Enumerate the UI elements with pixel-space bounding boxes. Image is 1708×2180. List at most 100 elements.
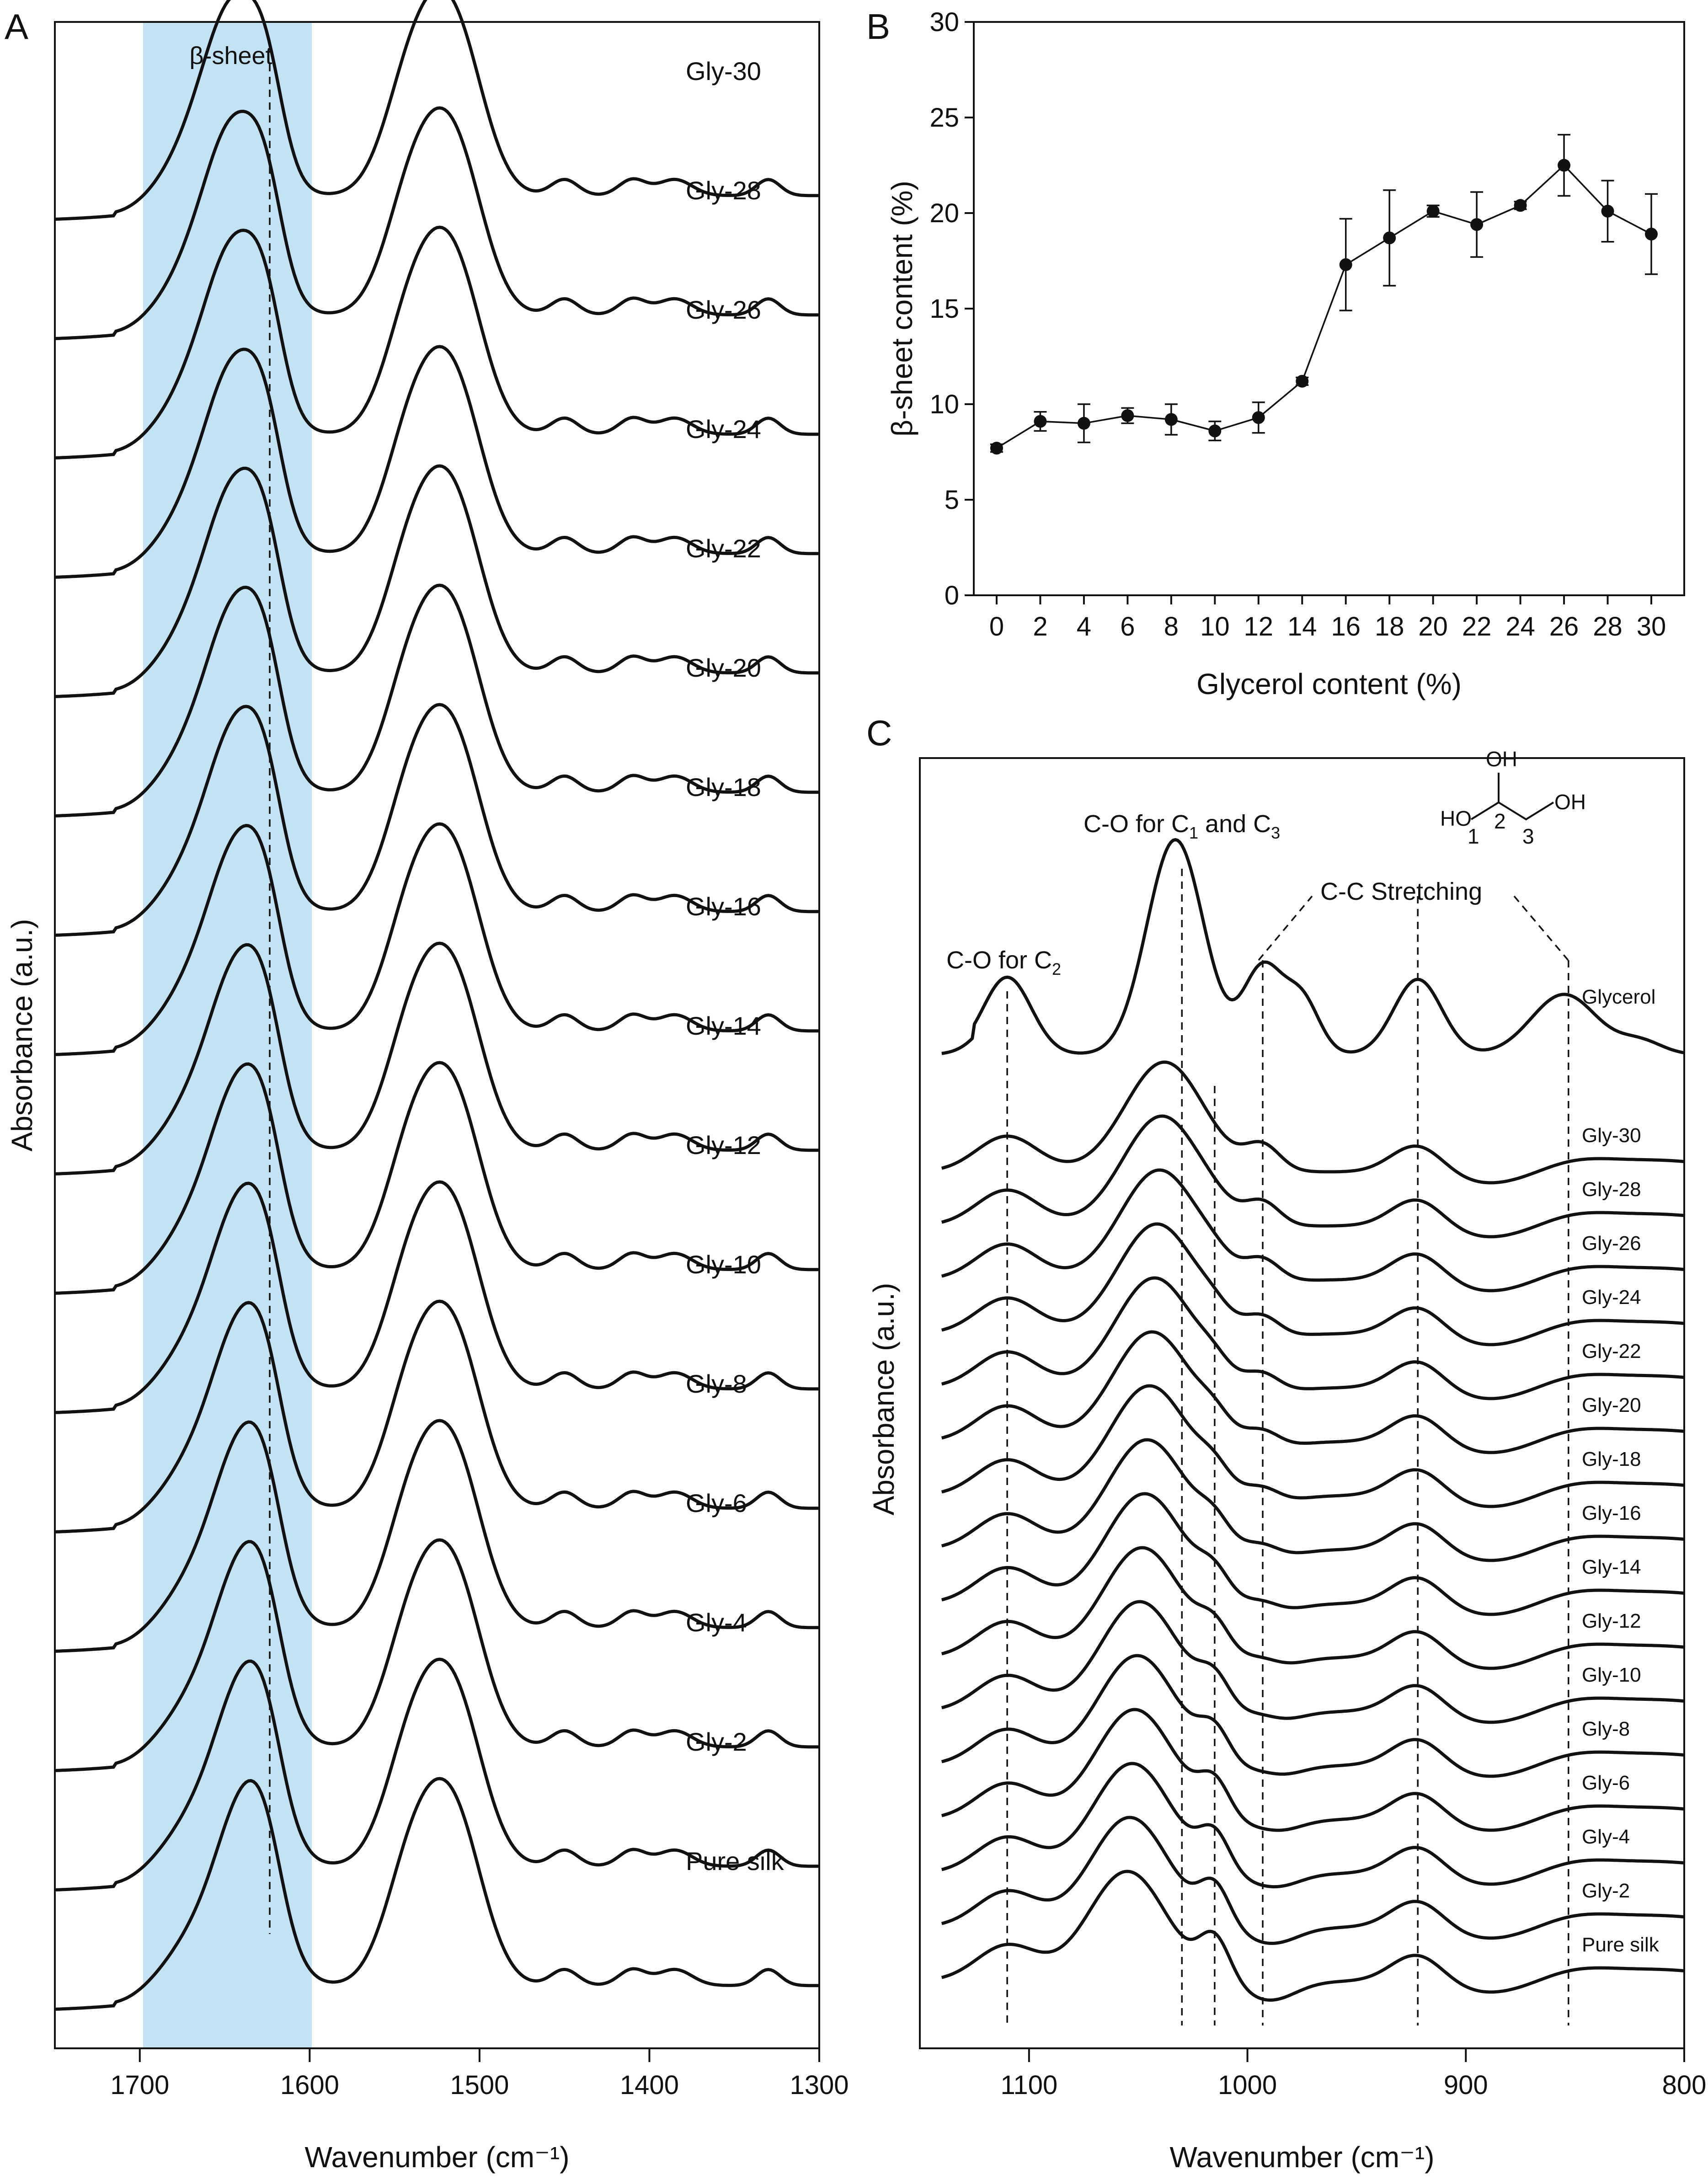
b-x-tick-label: 2 (1033, 612, 1047, 641)
c-x-tick-label: 1000 (1218, 2070, 1277, 2100)
b-data-point (990, 442, 1003, 455)
series-label-c-gly-2: Gly-2 (1582, 1880, 1630, 1902)
a-x-tick-label: 1500 (450, 2070, 509, 2100)
spectrum-c-gly-4 (941, 1762, 1685, 1889)
spectrum-c-gly-14 (941, 1492, 1685, 1616)
glycerol-c1-number: 1 (1468, 824, 1479, 848)
panel-a-x-ticks: 1700 1600 1500 1400 1300 (110, 2048, 849, 2100)
c-o-c2-subscript: 2 (1052, 960, 1061, 978)
series-label-c-gly-26: Gly-26 (1582, 1232, 1641, 1255)
spectrum-c-glycerol (941, 838, 1685, 1055)
spectrum-c-gly-8 (941, 1654, 1685, 1778)
panel-b-xlabel: Glycerol content (%) (1196, 668, 1462, 700)
glycerol-c2-number: 2 (1494, 809, 1506, 833)
spectrum-c-gly-28 (941, 1114, 1685, 1239)
spectrum-a-gly-8 (54, 1299, 819, 1533)
spectrum-c-gly-30 (941, 1060, 1685, 1185)
series-label-c-gly-6: Gly-6 (1582, 1772, 1630, 1794)
series-label-c-gly-4: Gly-4 (1582, 1826, 1630, 1848)
b-x-tick-label: 6 (1120, 612, 1135, 641)
spectrum-a-gly-16 (54, 822, 819, 1056)
series-label-a-gly-26: Gly-26 (686, 295, 761, 324)
beta-sheet-band (143, 22, 312, 2048)
panel-a-ylabel: Absorbance (a.u.) (5, 919, 38, 1152)
c-o-c2-text: C-O for C (946, 946, 1052, 974)
series-label-a-gly-8: Gly-8 (686, 1369, 747, 1398)
b-x-tick-label: 8 (1164, 612, 1179, 641)
spectrum-c-pure-silk (941, 1870, 1685, 2002)
spectrum-a-gly-30 (54, 0, 819, 221)
panel-c-series-labels: Glycerol Gly-30 Gly-28 Gly-26 Gly-24 Gly-22 Gl… (1582, 986, 1660, 1956)
c-o-c2-annotation: C-O for C2 (946, 946, 1061, 978)
b-y-tick-label: 25 (929, 103, 959, 133)
panel-b-ylabel: β-sheet content (%) (886, 181, 918, 437)
glycerol-skeleton (1470, 801, 1554, 821)
spectrum-c-gly-6 (941, 1708, 1685, 1832)
series-label-a-gly-30: Gly-30 (686, 57, 761, 85)
series-label-a-gly-2: Gly-2 (686, 1727, 747, 1756)
series-label-a-gly-10: Gly-10 (686, 1250, 761, 1279)
c-x-tick-label: 900 (1444, 2070, 1488, 2100)
spectrum-a-gly-4 (54, 1538, 819, 1772)
spectrum-c-gly-20 (941, 1330, 1685, 1454)
glycerol-c3-number: 3 (1522, 824, 1534, 848)
series-label-a-gly-6: Gly-6 (686, 1489, 747, 1517)
series-label-c-gly-18: Gly-18 (1582, 1448, 1641, 1470)
panel-a: A β-sheet Gly-30Gly-28Gly-26Gly-24Gly-22… (5, 0, 849, 2174)
c-x-tick-label: 1100 (1000, 2070, 1057, 2100)
spectrum-a-pure-silk (54, 1777, 819, 2011)
b-y-tick-label: 20 (929, 198, 959, 228)
b-x-tick-label: 18 (1375, 612, 1404, 641)
glycerol-structure: HO OH OH 1 2 3 (1440, 747, 1586, 848)
b-y-tick-label: 0 (945, 581, 959, 610)
spectrum-c-gly-10 (941, 1600, 1685, 1724)
spectrum-c-gly-22 (941, 1276, 1685, 1400)
series-label-a-gly-12: Gly-12 (686, 1131, 761, 1159)
b-data-point (1426, 204, 1440, 218)
a-x-tick-label: 1700 (110, 2070, 169, 2100)
series-label-a-gly-28: Gly-28 (686, 176, 761, 205)
b-x-tick-label: 20 (1418, 612, 1448, 641)
b-y-tick-label: 10 (929, 390, 959, 419)
series-label-a-gly-20: Gly-20 (686, 653, 761, 682)
spectrum-a-gly-12 (54, 1061, 819, 1295)
panel-c-ylabel: Absorbance (a.u.) (867, 1283, 900, 1516)
b-data-point (1121, 409, 1134, 422)
panel-a-series-labels: Gly-30 Gly-28 Gly-26 Gly-24 Gly-22 Gly-20 Gly-… (686, 57, 785, 1875)
series-label-c-gly-20: Gly-20 (1582, 1394, 1641, 1416)
b-data-point (1514, 199, 1527, 212)
c-o-c1-c3-annotation: C-O for C1 and C3 (1084, 810, 1280, 842)
series-label-c-gly-10: Gly-10 (1582, 1664, 1641, 1686)
b-data-point (1601, 204, 1614, 218)
b-y-tick-label: 30 (929, 7, 959, 37)
panel-b-data-line (996, 164, 1652, 449)
series-label-c-pure-silk: Pure silk (1582, 1934, 1660, 1956)
panel-a-spectra (54, 0, 819, 2011)
c-o-c1-c3-text: C-O for C (1084, 810, 1189, 838)
series-label-c-gly-12: Gly-12 (1582, 1610, 1641, 1632)
c-x-tick-label: 800 (1662, 2070, 1707, 2100)
panel-b-data-points (990, 134, 1658, 455)
spectrum-c-gly-24 (941, 1222, 1685, 1346)
panel-c: C GlycerolGly-30Gly-28Gly-26Gly-24Gly-22… (866, 713, 1706, 2174)
b-x-tick-label: 26 (1549, 612, 1579, 641)
panel-c-x-ticks: 1100 1000 900 800 (1000, 2048, 1706, 2100)
cc-stretching-annotation: C-C Stretching (1320, 878, 1482, 905)
b-x-tick-label: 24 (1505, 612, 1535, 641)
b-x-tick-label: 22 (1462, 612, 1492, 641)
b-data-point (1077, 417, 1090, 430)
b-data-point (1034, 415, 1047, 428)
panel-a-frame (54, 21, 820, 2049)
spectrum-a-gly-6 (54, 1419, 819, 1653)
series-label-a-gly-18: Gly-18 (686, 773, 761, 801)
c-o-and-text: and C (1198, 810, 1271, 838)
a-x-tick-label: 1400 (620, 2070, 679, 2100)
series-label-c-gly-24: Gly-24 (1582, 1286, 1641, 1309)
cc-stretching-bracket (1258, 895, 1313, 961)
glycerol-oh-right: OH (1554, 790, 1586, 814)
panel-letter-b: B (866, 6, 890, 47)
spectrum-a-gly-2 (54, 1657, 819, 1891)
b-x-tick-label: 4 (1077, 612, 1091, 641)
b-data-point (1383, 231, 1396, 245)
series-label-a-gly-4: Gly-4 (686, 1608, 747, 1637)
